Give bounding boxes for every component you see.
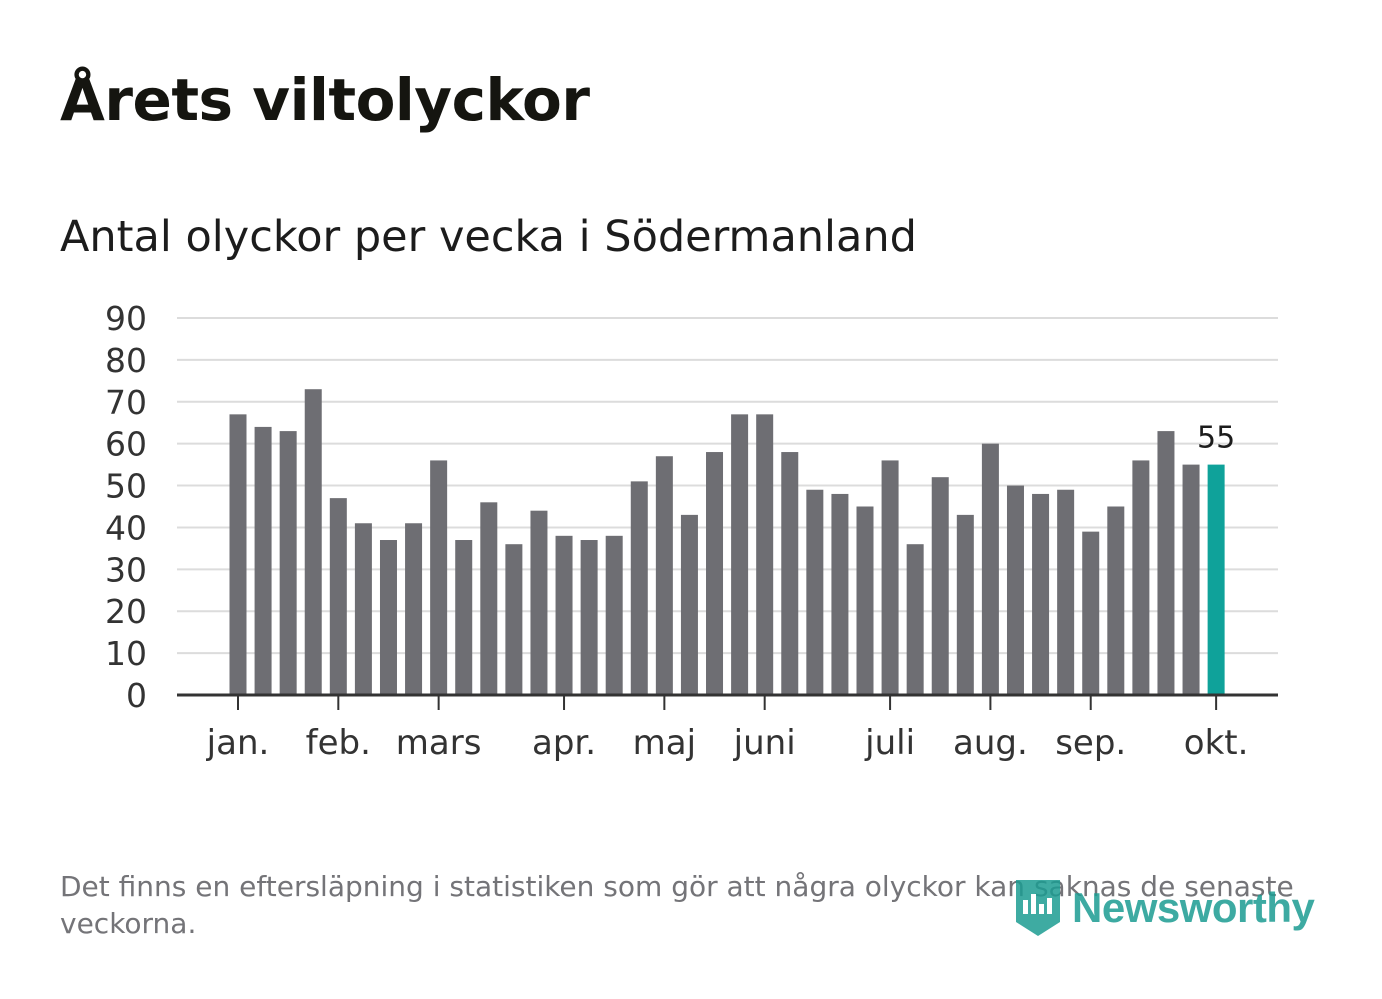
y-tick-label: 70 — [105, 383, 147, 422]
newsworthy-logo-icon — [1016, 880, 1060, 936]
bar — [655, 456, 673, 695]
bar — [831, 493, 849, 695]
bar — [931, 477, 949, 695]
data-label: 55 — [1197, 421, 1235, 456]
bar-highlight — [1207, 464, 1225, 695]
newsworthy-logo-text: Newsworthy — [1072, 884, 1315, 931]
bar — [279, 431, 297, 695]
bar — [254, 426, 272, 695]
bar — [605, 535, 623, 695]
gridlines — [177, 317, 1278, 655]
bar — [1132, 460, 1150, 695]
chart-title: Årets viltolyckor — [60, 66, 590, 134]
bar — [630, 481, 648, 695]
bar — [756, 414, 774, 695]
bar — [1032, 493, 1050, 695]
bar — [1157, 431, 1175, 695]
bar — [881, 460, 899, 695]
x-axis-ticks: jan. feb. mars apr. maj juni juli aug. sep. okt. — [206, 695, 1249, 763]
bar — [329, 498, 347, 695]
bar — [956, 514, 974, 695]
x-tick-label: juli — [864, 723, 915, 763]
bar — [505, 544, 523, 695]
bar — [680, 514, 698, 695]
bar — [455, 540, 473, 695]
bar — [229, 414, 247, 695]
data-labels: 55 — [1197, 421, 1235, 456]
bar — [856, 506, 874, 695]
y-tick-label: 60 — [105, 425, 147, 464]
y-tick-label: 10 — [105, 634, 147, 673]
x-tick-label: jan. — [206, 723, 270, 763]
bar — [1082, 531, 1100, 695]
chart-subtitle: Antal olyckor per vecka i Södermanland — [60, 212, 917, 262]
bar — [706, 452, 724, 695]
x-tick-label: okt. — [1184, 723, 1249, 763]
bar — [906, 544, 924, 695]
bar — [354, 523, 372, 695]
bar — [1006, 485, 1024, 695]
x-tick-label: sep. — [1055, 723, 1126, 763]
y-tick-label: 80 — [105, 341, 147, 380]
bar — [580, 540, 598, 695]
y-tick-label: 90 — [105, 299, 147, 338]
y-tick-label: 40 — [105, 508, 147, 547]
bar — [806, 489, 824, 695]
bar — [1057, 489, 1075, 695]
bar — [530, 510, 548, 695]
y-tick-label: 0 — [126, 676, 147, 715]
y-tick-label: 30 — [105, 550, 147, 589]
bar — [1107, 506, 1125, 695]
bar — [1182, 464, 1200, 695]
bar — [731, 414, 749, 695]
bar — [379, 540, 397, 695]
bar — [555, 535, 573, 695]
x-tick-label: maj — [633, 723, 696, 763]
y-tick-label: 50 — [105, 467, 147, 506]
bar — [480, 502, 498, 695]
bars — [229, 389, 1225, 695]
footnote: Det finns en eftersläpning i statistiken… — [60, 870, 1294, 940]
bar — [304, 389, 322, 695]
bar — [430, 460, 448, 695]
bar — [781, 452, 799, 695]
newsworthy-logo: Newsworthy — [1012, 876, 1315, 940]
y-tick-label: 20 — [105, 592, 147, 631]
x-tick-label: juni — [733, 723, 796, 763]
bar — [405, 523, 423, 695]
bar — [981, 443, 999, 695]
x-tick-label: apr. — [532, 723, 596, 763]
x-tick-label: mars — [396, 723, 482, 763]
x-tick-label: feb. — [306, 723, 371, 763]
x-tick-label: aug. — [953, 723, 1028, 763]
